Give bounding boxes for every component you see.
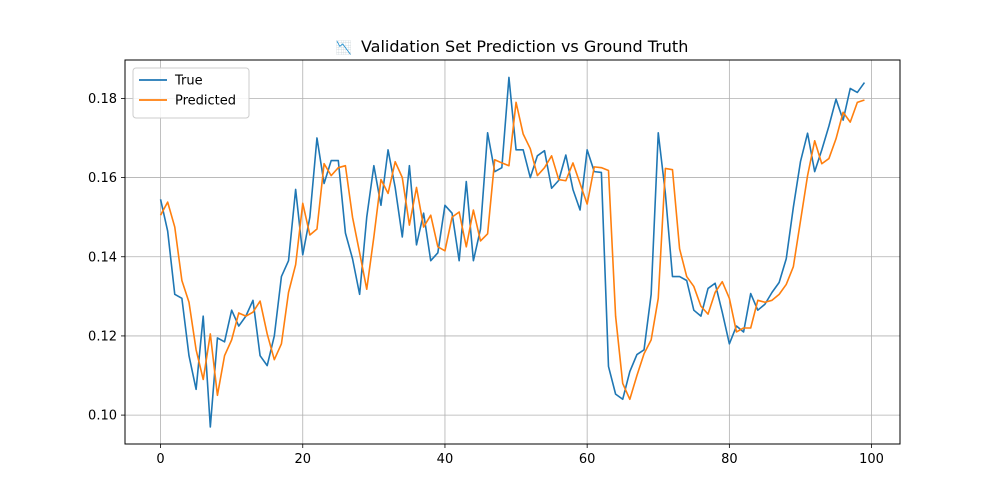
x-tick-label: 80 [721,452,738,467]
x-tick-label: 0 [156,452,164,467]
series-line-predicted [159,99,865,401]
x-tick-label: 40 [437,452,454,467]
legend-label: True [174,74,203,89]
tick-layer: 0 20 40 60 80 100 0.10 0.12 0.14 0.16 0.18 [88,92,884,467]
chart-title: 📉 Validation Set Prediction vs Ground Tr… [336,37,689,56]
legend: True Predicted [132,67,250,119]
chart-title-text: Validation Set Prediction vs Ground Trut… [361,37,688,56]
y-tick-label: 0.18 [88,92,117,107]
x-tick-label: 20 [294,452,311,467]
x-tick-label: 60 [579,452,596,467]
legend-label: Predicted [175,94,236,109]
y-tick-label: 0.10 [88,409,117,424]
y-tick-label: 0.14 [88,250,117,265]
series-line-true [159,76,866,428]
y-tick-label: 0.12 [88,329,117,344]
plot-area-frame [124,59,901,445]
grid-layer [125,60,900,444]
series-layer [159,76,866,428]
y-tick-label: 0.16 [88,171,117,186]
x-tick-label: 100 [859,452,884,467]
chart-title-icon: 📉 [336,40,352,56]
